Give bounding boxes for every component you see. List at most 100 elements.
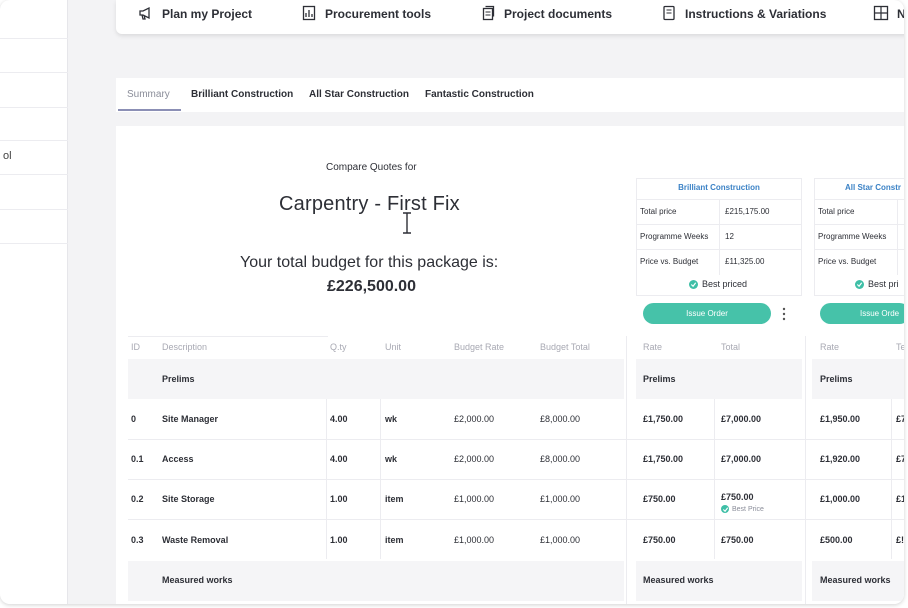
- quote-row-value: £11,325.00: [725, 257, 765, 266]
- row-divider: [128, 439, 904, 440]
- tabs-bar: Summary Brilliant Construction All Star …: [116, 78, 904, 112]
- cell-budget-total: £8,000.00: [540, 414, 581, 424]
- cell-qty: 1.00: [330, 535, 348, 545]
- issue-order-button[interactable]: Issue Orde: [820, 303, 904, 324]
- column-header-total: Te: [896, 342, 904, 352]
- cell-quote-total: £7,000.00: [721, 454, 762, 464]
- best-priced-badge: Best priced: [689, 279, 747, 289]
- section-row-measured-works: [636, 561, 802, 601]
- sidebar-item-label[interactable]: ol: [3, 150, 12, 162]
- column-header-description: Description: [162, 342, 208, 352]
- check-icon: [721, 505, 729, 513]
- cell-quote-total: £1: [896, 494, 904, 504]
- quote-row: Price vs. Budget: [815, 249, 904, 275]
- quote-row-key: Price vs. Budget: [818, 257, 877, 266]
- sidebar-divider: [0, 209, 68, 210]
- section-row-measured-works: [128, 561, 624, 601]
- quote-row: Programme Weeks: [815, 224, 904, 250]
- tab-summary[interactable]: Summary: [127, 89, 170, 100]
- tab-fantastic-construction[interactable]: Fantastic Construction: [425, 89, 534, 100]
- section-title: Prelims: [820, 374, 853, 384]
- section-title: Prelims: [162, 374, 195, 384]
- cell-quote-rate: £750.00: [643, 535, 676, 545]
- cell-budget-total: £8,000.00: [540, 454, 581, 464]
- cell-quote-total: £!: [896, 535, 904, 545]
- nav-project-documents[interactable]: Project documents: [480, 5, 612, 23]
- cell-unit: wk: [385, 454, 398, 464]
- nav-procurement-tools[interactable]: Procurement tools: [301, 5, 431, 23]
- cell-budget-rate: £1,000.00: [454, 494, 495, 504]
- column-divider: [805, 336, 806, 604]
- budget-label: Your total budget for this package is:: [240, 254, 499, 271]
- tab-all-star-construction[interactable]: All Star Construction: [309, 89, 410, 100]
- clipboard-chart-icon: [301, 5, 317, 24]
- cell-quote-rate: £1,950.00: [820, 414, 861, 424]
- quote-row-value: £215,175.00: [725, 207, 770, 216]
- best-price-label: Best Price: [732, 505, 764, 513]
- sidebar-divider: [0, 107, 68, 108]
- row-divider: [128, 336, 328, 337]
- nav-label: Instructions & Variations: [685, 7, 827, 21]
- compare-label: Compare Quotes for: [326, 162, 417, 173]
- cell-quote-rate: £500.00: [820, 535, 853, 545]
- quote-row-key: Total price: [640, 207, 677, 216]
- sidebar-divider: [0, 140, 68, 141]
- quote-summary-all-star: All Star Constr Total price Programme We…: [814, 178, 904, 296]
- cell-quote-total: £7: [896, 414, 904, 424]
- cell-description: Site Manager: [162, 414, 219, 424]
- column-header-rate: Rate: [820, 342, 840, 352]
- column-divider: [626, 336, 627, 604]
- cell-quote-total: £750.00: [721, 535, 754, 545]
- cell-quote-rate: £1,000.00: [820, 494, 861, 504]
- cell-id: 0: [131, 414, 137, 424]
- sidebar-divider: [0, 72, 68, 73]
- tab-brilliant-construction[interactable]: Brilliant Construction: [191, 89, 294, 100]
- nav-label: Plan my Project: [162, 7, 253, 21]
- sidebar: ol: [0, 0, 68, 604]
- best-priced-badge: Best pri: [855, 279, 899, 289]
- active-tab-indicator: [118, 109, 181, 111]
- quote-row: Programme Weeks 12: [637, 224, 801, 250]
- cell-budget-rate: £1,000.00: [454, 535, 495, 545]
- section-row-prelims: [128, 359, 624, 399]
- cell-budget-total: £1,000.00: [540, 494, 581, 504]
- package-title: Carpentry - First Fix: [279, 193, 460, 215]
- note-icon: [661, 5, 677, 24]
- quote-row-key: Programme Weeks: [818, 232, 887, 241]
- cell-quote-rate: £750.00: [643, 494, 676, 504]
- top-navigation: Plan my Project Procurement tools Projec…: [116, 0, 904, 34]
- cell-qty: 4.00: [330, 454, 348, 464]
- column-header-total: Total: [721, 342, 741, 352]
- quote-company-name: Brilliant Construction: [678, 183, 760, 192]
- issue-order-button[interactable]: Issue Order: [643, 303, 771, 324]
- section-title: Prelims: [643, 374, 676, 384]
- badge-label: Best priced: [702, 279, 748, 289]
- section-row-prelims: [812, 359, 904, 399]
- cell-id: 0.2: [131, 494, 144, 504]
- cell-description: Waste Removal: [162, 535, 229, 545]
- best-price-note: Best Price: [721, 505, 764, 513]
- check-icon: [689, 279, 698, 289]
- sidebar-divider: [0, 38, 68, 39]
- cell-quote-rate: £1,920.00: [820, 454, 861, 464]
- quote-row-key: Price vs. Budget: [640, 257, 699, 266]
- nav-instructions-variations[interactable]: Instructions & Variations: [661, 5, 826, 23]
- cell-qty: 1.00: [330, 494, 348, 504]
- row-divider: [128, 479, 904, 480]
- cell-quote-total: £7,000.00: [721, 414, 762, 424]
- cell-quote-rate: £1,750.00: [643, 414, 684, 424]
- cell-unit: item: [385, 535, 404, 545]
- nav-item-cut-off[interactable]: N: [873, 5, 904, 23]
- column-header-budget-total: Budget Total: [540, 342, 590, 352]
- more-options-icon[interactable]: [781, 306, 787, 322]
- column-header-unit: Unit: [385, 342, 402, 352]
- row-divider: [128, 519, 904, 520]
- sidebar-divider: [0, 243, 68, 244]
- nav-plan-my-project[interactable]: Plan my Project: [138, 5, 252, 23]
- check-icon: [855, 279, 864, 289]
- quote-row: Total price £215,175.00: [637, 199, 801, 225]
- budget-value: £226,500.00: [327, 278, 416, 295]
- sidebar-divider: [0, 174, 68, 175]
- section-title: Measured works: [162, 575, 233, 585]
- badge-label: Best pri: [868, 279, 899, 289]
